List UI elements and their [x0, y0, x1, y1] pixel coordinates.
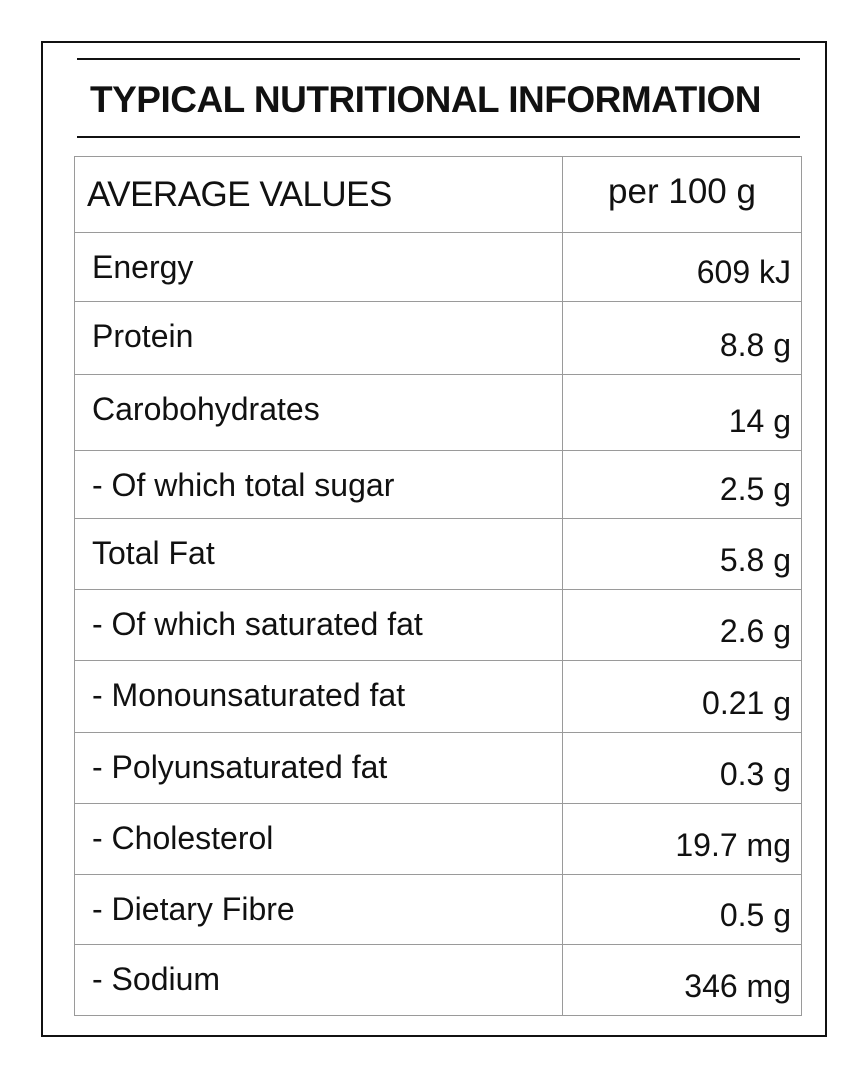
- table-row: Total Fat 5.8 g: [75, 519, 801, 590]
- row-value: 346 mg: [684, 968, 791, 1004]
- table-row: - Polyunsaturated fat 0.3 g: [75, 733, 801, 804]
- table-header-row: AVERAGE VALUES per 100 g: [75, 157, 801, 233]
- table-row: Energy 609 kJ: [75, 233, 801, 302]
- table-row: - Cholesterol 19.7 mg: [75, 804, 801, 875]
- row-label: - Of which saturated fat: [75, 590, 563, 660]
- header-label: AVERAGE VALUES: [75, 157, 563, 232]
- nutrition-table: AVERAGE VALUES per 100 g Energy 609 kJ P…: [74, 156, 802, 1016]
- row-label: - Monounsaturated fat: [75, 661, 563, 732]
- row-label: Energy: [75, 233, 563, 301]
- label-title: TYPICAL NUTRITIONAL INFORMATION: [90, 79, 762, 120]
- row-value: 2.5 g: [719, 471, 791, 507]
- row-label: - Cholesterol: [75, 804, 563, 874]
- row-value: 609 kJ: [696, 254, 791, 290]
- table-row: Protein 8.8 g: [75, 302, 801, 375]
- row-label: - Polyunsaturated fat: [75, 733, 563, 803]
- row-value: 2.6 g: [719, 613, 791, 649]
- table-row: - Dietary Fibre 0.5 g: [75, 875, 801, 945]
- row-label: - Of which total sugar: [75, 451, 563, 518]
- row-value: 5.8 g: [719, 542, 791, 578]
- row-value: 0.5 g: [719, 897, 791, 933]
- row-label: - Sodium: [75, 945, 563, 1015]
- table-row: - Sodium 346 mg: [75, 945, 801, 1015]
- table-row: - Of which saturated fat 2.6 g: [75, 590, 801, 661]
- label-frame: [41, 41, 827, 1037]
- table-row: - Of which total sugar 2.5 g: [75, 451, 801, 519]
- row-label: Carobohydrates: [75, 375, 563, 450]
- row-value: 0.21 g: [702, 685, 791, 721]
- row-label: Protein: [75, 302, 563, 374]
- table-row: Carobohydrates 14 g: [75, 375, 801, 451]
- header-value: per 100 g: [608, 171, 756, 211]
- row-value: 0.3 g: [719, 756, 791, 792]
- title-top-rule: [77, 58, 800, 60]
- title-bottom-rule: [77, 136, 800, 138]
- row-label: Total Fat: [75, 519, 563, 589]
- row-value: 14 g: [728, 403, 791, 439]
- row-value: 19.7 mg: [675, 827, 791, 863]
- table-row: - Monounsaturated fat 0.21 g: [75, 661, 801, 733]
- row-value: 8.8 g: [719, 327, 791, 363]
- row-label: - Dietary Fibre: [75, 875, 563, 944]
